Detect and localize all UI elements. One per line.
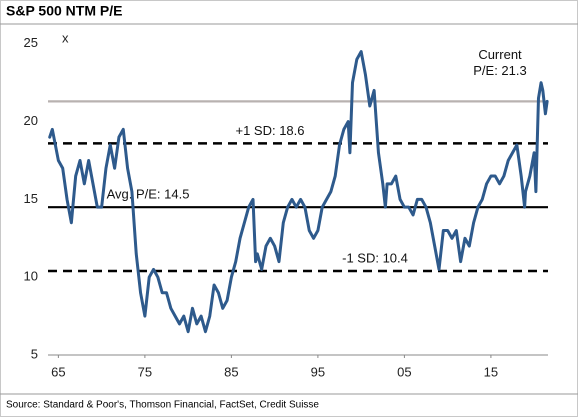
y-tick-label: 10 (24, 269, 38, 284)
x-tick-label: 75 (138, 364, 152, 379)
y-tick-label: 20 (24, 113, 38, 128)
chart-title: S&P 500 NTM P/E (6, 3, 122, 19)
y-unit-label: x (62, 30, 69, 45)
x-tick-label: 95 (311, 364, 325, 379)
source-note: Source: Standard & Poor's, Thomson Finan… (6, 400, 319, 411)
y-tick-label: 5 (31, 346, 38, 361)
reference-label: -1 SD: 10.4 (342, 250, 408, 265)
x-tick-label: 05 (397, 364, 411, 379)
reference-label: Current (478, 47, 522, 62)
x-tick-label: 15 (484, 364, 498, 379)
x-tick-label: 65 (51, 364, 65, 379)
reference-label: +1 SD: 18.6 (235, 123, 304, 138)
x-tick-label: 85 (224, 364, 238, 379)
pe-line (48, 50, 549, 334)
reference-label: Avg. P/E: 14.5 (107, 187, 190, 202)
y-tick-label: 15 (24, 191, 38, 206)
y-tick-label: 25 (24, 35, 38, 50)
reference-label: P/E: 21.3 (473, 63, 526, 78)
